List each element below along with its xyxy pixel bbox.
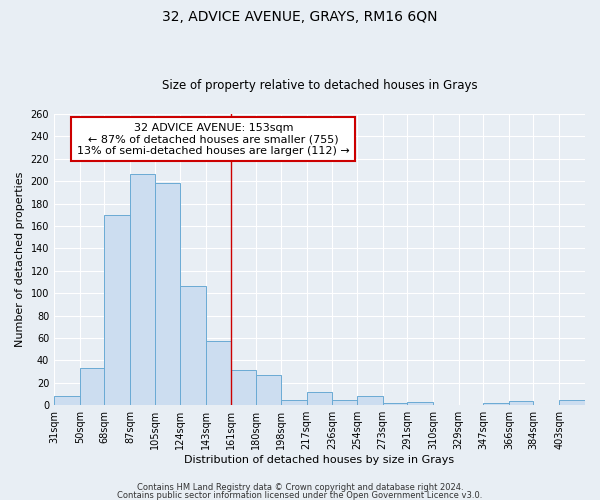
Bar	[281, 400, 307, 405]
Title: Size of property relative to detached houses in Grays: Size of property relative to detached ho…	[162, 79, 478, 92]
Bar	[206, 342, 230, 405]
Bar	[483, 403, 509, 405]
Bar	[307, 392, 332, 405]
Bar	[256, 375, 281, 405]
X-axis label: Distribution of detached houses by size in Grays: Distribution of detached houses by size …	[184, 455, 455, 465]
Bar	[54, 396, 80, 405]
Bar	[155, 184, 181, 405]
Bar	[130, 174, 155, 405]
Bar	[357, 396, 383, 405]
Text: Contains public sector information licensed under the Open Government Licence v3: Contains public sector information licen…	[118, 490, 482, 500]
Text: 32, ADVICE AVENUE, GRAYS, RM16 6QN: 32, ADVICE AVENUE, GRAYS, RM16 6QN	[162, 10, 438, 24]
Bar	[383, 403, 407, 405]
Bar	[509, 400, 533, 405]
Text: Contains HM Land Registry data © Crown copyright and database right 2024.: Contains HM Land Registry data © Crown c…	[137, 484, 463, 492]
Bar	[80, 368, 104, 405]
Bar	[230, 370, 256, 405]
Bar	[559, 400, 585, 405]
Y-axis label: Number of detached properties: Number of detached properties	[15, 172, 25, 348]
Text: 32 ADVICE AVENUE: 153sqm
← 87% of detached houses are smaller (755)
13% of semi-: 32 ADVICE AVENUE: 153sqm ← 87% of detach…	[77, 122, 350, 156]
Bar	[181, 286, 206, 405]
Bar	[332, 400, 357, 405]
Bar	[104, 215, 130, 405]
Bar	[407, 402, 433, 405]
